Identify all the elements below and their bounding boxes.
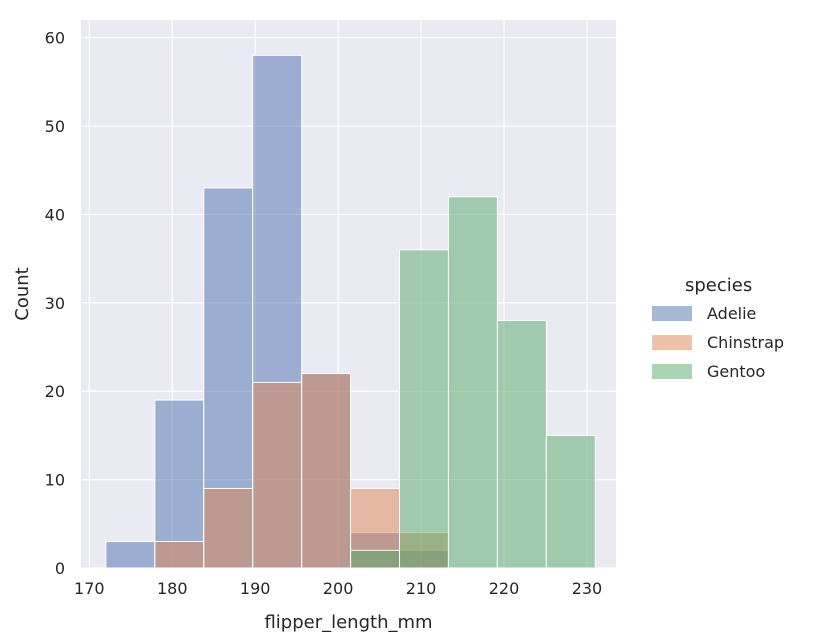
histogram-bars bbox=[105, 54, 596, 569]
bar-chinstrap bbox=[203, 487, 254, 569]
y-tick-label: 40 bbox=[45, 205, 65, 224]
y-tick-label: 30 bbox=[45, 294, 65, 313]
x-tick-label: 170 bbox=[74, 579, 105, 598]
bar-gentoo bbox=[545, 434, 596, 569]
legend-swatch-gentoo bbox=[652, 364, 692, 379]
y-tick-label: 50 bbox=[45, 117, 65, 136]
axis-ticks: 170 180 190 200 210 220 230 0 10 20 30 40 50 60 bbox=[45, 29, 603, 598]
bar-adelie bbox=[154, 399, 205, 569]
y-tick-label: 60 bbox=[45, 29, 65, 48]
x-tick-label: 190 bbox=[240, 579, 271, 598]
x-axis-label: flipper_length_mm bbox=[264, 612, 432, 633]
legend-swatch-adelie bbox=[652, 306, 692, 321]
x-tick-label: 220 bbox=[489, 579, 520, 598]
y-tick-label: 0 bbox=[55, 559, 65, 578]
bar-gentoo bbox=[399, 249, 449, 569]
y-tick-label: 20 bbox=[45, 382, 65, 401]
legend-swatch-chinstrap bbox=[652, 335, 692, 350]
bar-adelie bbox=[105, 540, 156, 569]
x-tick-label: 230 bbox=[572, 579, 603, 598]
y-tick-label: 10 bbox=[45, 471, 65, 490]
series-gentoo bbox=[350, 196, 596, 569]
bar-gentoo bbox=[496, 320, 547, 569]
y-axis-label: Count bbox=[12, 267, 33, 320]
bar-chinstrap bbox=[301, 373, 352, 569]
legend-title: species bbox=[685, 275, 752, 296]
legend-label-chinstrap: Chinstrap bbox=[707, 333, 784, 352]
bar-chinstrap bbox=[252, 381, 303, 569]
x-tick-label: 180 bbox=[157, 579, 188, 598]
bar-gentoo bbox=[350, 549, 401, 569]
legend-label-adelie: Adelie bbox=[707, 304, 756, 323]
legend: species Adelie Chinstrap Gentoo bbox=[652, 275, 784, 381]
x-tick-label: 200 bbox=[323, 579, 354, 598]
bar-chinstrap bbox=[154, 540, 205, 569]
x-tick-label: 210 bbox=[406, 579, 437, 598]
bar-gentoo bbox=[447, 196, 498, 569]
legend-label-gentoo: Gentoo bbox=[707, 362, 765, 381]
